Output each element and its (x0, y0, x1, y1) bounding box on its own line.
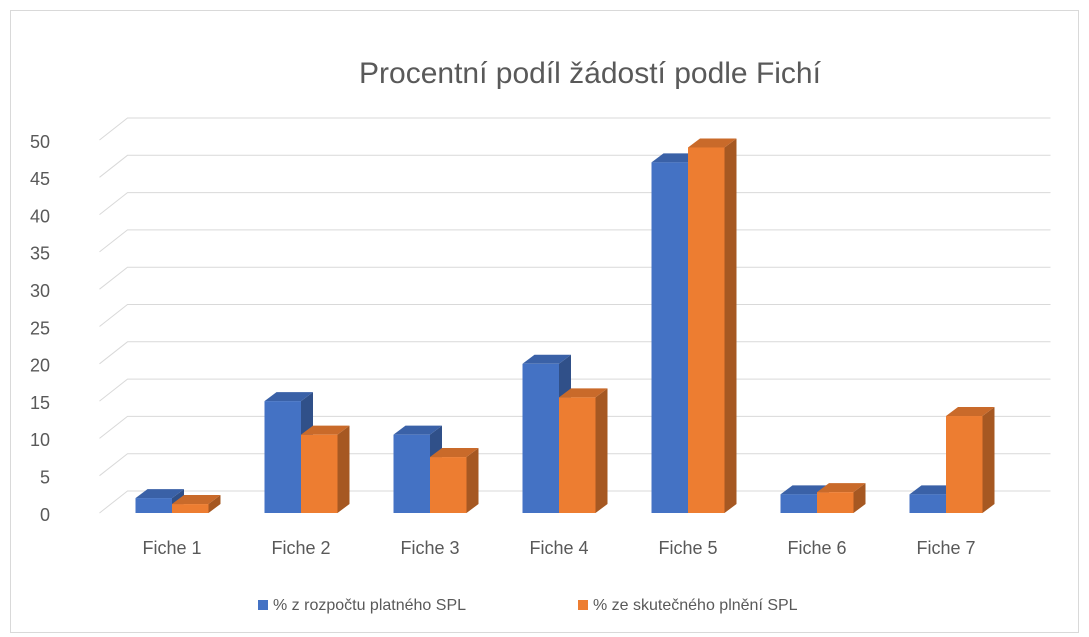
legend-label: % ze skutečného plnění SPL (593, 597, 798, 614)
bar-top (559, 388, 608, 398)
bar-side (724, 138, 737, 513)
bar-side (595, 388, 608, 513)
grid-line (99, 192, 1051, 215)
grid-line (99, 453, 1051, 477)
x-tick-label: Fiche 5 (658, 538, 717, 558)
chart-frame (10, 10, 1079, 633)
bar-top (135, 489, 184, 499)
grid-line (99, 229, 1051, 253)
bar (301, 434, 338, 513)
y-tick-label: 15 (30, 393, 50, 413)
grid-line (99, 378, 1051, 402)
grid-line (99, 490, 1051, 514)
x-tick-label: Fiche 1 (142, 538, 201, 558)
y-tick-label: 20 (30, 356, 50, 376)
bar-top (172, 495, 221, 505)
y-tick-label: 30 (30, 281, 50, 301)
y-tick-label: 45 (30, 169, 50, 189)
bar-side (853, 483, 866, 513)
y-tick-label: 10 (30, 430, 50, 450)
grid-line (99, 117, 1051, 141)
grid-line (99, 341, 1051, 365)
grid-line (99, 266, 1051, 290)
bar (651, 162, 688, 513)
bar (909, 494, 946, 513)
y-tick-label: 50 (30, 132, 50, 152)
chart-title: Procentní podíl žádostí podle Fichí (359, 57, 822, 90)
legend-swatch (578, 600, 588, 610)
bar-side (208, 495, 221, 513)
bar-side (337, 425, 350, 513)
y-tick-label: 0 (40, 505, 50, 525)
y-tick-label: 5 (40, 467, 50, 487)
bar-top (780, 485, 829, 495)
bar-top (393, 425, 442, 435)
bar-top (430, 448, 479, 458)
bar-top (264, 392, 313, 402)
bar (172, 504, 209, 513)
bar (817, 492, 854, 513)
bar (135, 498, 172, 513)
bar (780, 494, 817, 513)
legend-label: % z rozpočtu platného SPL (273, 597, 466, 614)
bar (393, 434, 430, 513)
x-tick-label: Fiche 4 (529, 538, 588, 558)
bar (946, 416, 983, 513)
x-tick-label: Fiche 3 (400, 538, 459, 558)
x-tick-label: Fiche 2 (271, 538, 330, 558)
bar (559, 397, 596, 513)
bar-top (522, 354, 571, 364)
x-tick-label: Fiche 7 (916, 538, 975, 558)
y-tick-label: 35 (30, 244, 50, 264)
grid-line (99, 415, 1051, 439)
bar (264, 401, 301, 513)
bar-top (301, 425, 350, 435)
bar (522, 363, 559, 513)
bar-side (466, 448, 479, 513)
bar-top (909, 485, 958, 495)
legend-swatch (258, 600, 268, 610)
bar-top (651, 153, 700, 163)
y-tick-label: 40 (30, 206, 50, 226)
bar-top (817, 483, 866, 493)
bar-top (688, 138, 737, 148)
grid-line (99, 304, 1051, 327)
bar-side (982, 407, 995, 513)
bar-top (946, 407, 995, 417)
y-tick-label: 25 (30, 318, 50, 338)
bar (430, 457, 467, 513)
bar (688, 147, 725, 513)
x-tick-label: Fiche 6 (787, 538, 846, 558)
grid-line (99, 154, 1051, 178)
